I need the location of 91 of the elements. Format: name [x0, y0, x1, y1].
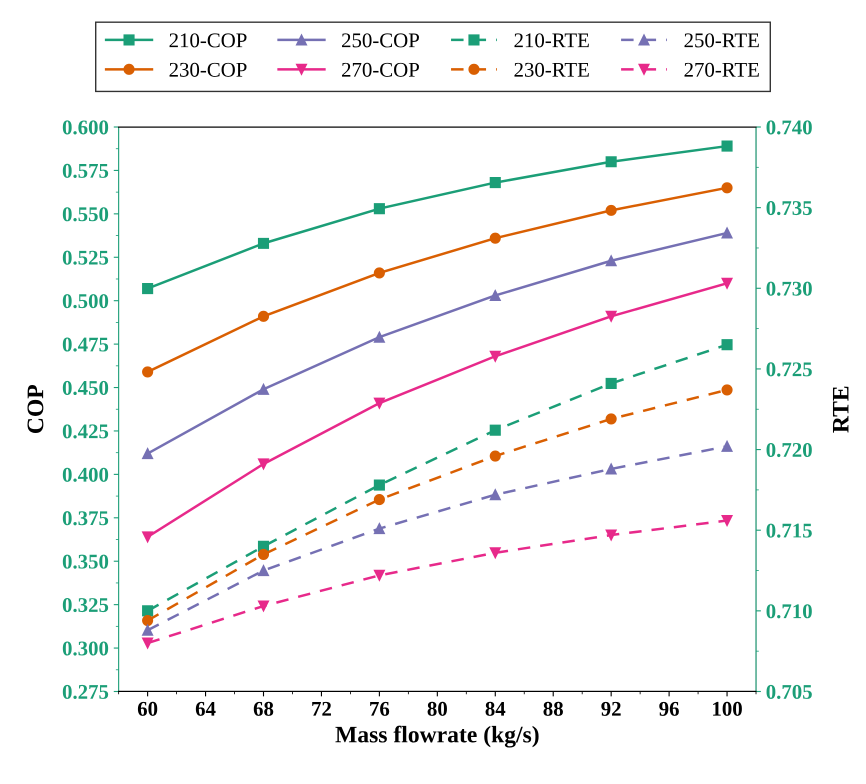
legend-label: 230-COP [170, 62, 247, 77]
point [142, 282, 154, 294]
x-tick-label: 88 [543, 702, 563, 716]
y-tick-label: 0.450 [62, 380, 108, 396]
legend-label: 250-RTE [684, 33, 759, 48]
point [374, 203, 385, 214]
x-tick-label: 84 [486, 702, 506, 716]
legend-label: 250-COP [342, 33, 419, 48]
point [721, 182, 733, 194]
y2-tick-label: 0.740 [766, 120, 812, 135]
x-tick-label: 100 [713, 702, 742, 716]
point [721, 278, 733, 289]
point [258, 238, 270, 249]
point [374, 398, 385, 409]
point [606, 310, 617, 322]
point [490, 547, 501, 558]
y-tick-label: 0.350 [62, 554, 108, 569]
x-axis-title: Mass flowrate (kg/s) [335, 726, 539, 748]
y2-axis-title: RTE [832, 386, 848, 433]
y-axis-title: COP [27, 384, 44, 434]
point [490, 232, 501, 244]
point [721, 140, 733, 152]
y-tick-label: 0.300 [62, 641, 108, 656]
y-tick-label: 0.475 [62, 337, 108, 352]
y-tick-label: 0.325 [62, 598, 108, 612]
legend-label: 210-RTE [514, 33, 589, 48]
legend-label: 270-RTE [684, 62, 759, 77]
point [490, 489, 501, 500]
point [606, 156, 617, 168]
point [258, 310, 270, 322]
point [374, 332, 385, 343]
y-tick-label: 0.275 [62, 684, 108, 700]
x-tick-label: 72 [312, 702, 331, 716]
y-tick-label: 0.375 [62, 511, 108, 526]
point [374, 570, 385, 581]
point [374, 267, 385, 278]
x-tick-label: 68 [254, 702, 274, 716]
y-tick-label: 0.600 [62, 120, 108, 135]
y-tick-label: 0.425 [62, 424, 108, 438]
point [606, 463, 617, 474]
y-tick-label: 0.500 [62, 294, 108, 308]
x-tick-label: 76 [370, 702, 390, 716]
point [258, 548, 270, 560]
point [258, 458, 270, 470]
point [721, 514, 733, 526]
point [721, 440, 733, 452]
y2-tick-label: 0.735 [766, 201, 812, 216]
point [142, 366, 154, 378]
y2-tick-label: 0.720 [766, 442, 812, 458]
legend-label: 230-RTE [514, 62, 589, 77]
point [258, 600, 270, 612]
point [721, 339, 733, 350]
x-tick-label: 60 [138, 702, 158, 716]
point [721, 384, 733, 396]
point [374, 479, 385, 491]
y2-tick-label: 0.710 [766, 604, 812, 618]
point [606, 255, 617, 266]
x-tick-label: 92 [601, 702, 621, 716]
x-tick-label: 64 [196, 702, 216, 716]
y-tick-label: 0.550 [62, 207, 108, 222]
point [606, 204, 617, 216]
x-tick-label: 80 [428, 702, 447, 716]
y2-tick-label: 0.730 [766, 282, 812, 296]
point [490, 290, 501, 302]
y-tick-label: 0.525 [62, 250, 108, 265]
point [721, 227, 733, 239]
y-tick-label: 0.575 [62, 164, 108, 178]
legend-label: 270-COP [342, 62, 419, 77]
point [606, 529, 617, 541]
y2-tick-label: 0.715 [766, 524, 812, 538]
y2-tick-label: 0.725 [766, 362, 812, 376]
point [606, 413, 617, 424]
legend-label: 210-COP [170, 33, 247, 48]
point [490, 424, 501, 436]
point [374, 494, 385, 506]
y-tick-label: 0.400 [62, 468, 108, 482]
point [258, 384, 270, 395]
point [490, 450, 501, 462]
point [142, 638, 154, 649]
point [374, 523, 385, 534]
point [490, 350, 501, 362]
point [606, 378, 617, 389]
point [258, 564, 270, 576]
point [142, 624, 154, 636]
point [142, 531, 154, 542]
point [142, 614, 154, 626]
x-tick-label: 96 [659, 702, 679, 716]
point [490, 177, 501, 188]
point [142, 448, 154, 460]
y2-tick-label: 0.705 [766, 684, 812, 700]
point [142, 605, 154, 616]
